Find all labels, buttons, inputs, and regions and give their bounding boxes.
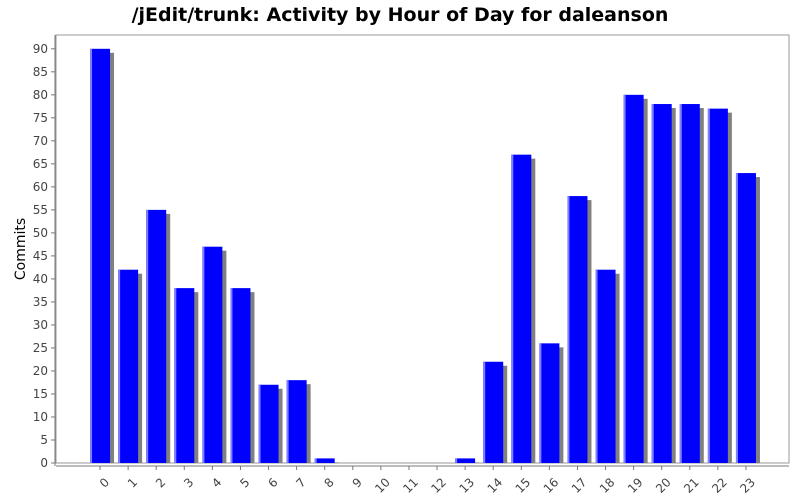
bar-14 xyxy=(483,361,504,463)
bars-layer xyxy=(90,48,760,464)
y-tick-label: 85 xyxy=(33,65,48,79)
x-tick-label: 4 xyxy=(209,475,224,490)
x-tick-label: 19 xyxy=(625,475,646,496)
y-tick-label: 45 xyxy=(33,249,48,263)
y-tick-label: 5 xyxy=(40,433,48,447)
y-tick-label: 15 xyxy=(33,387,48,401)
x-tick-label: 13 xyxy=(456,475,477,496)
bar-highlight-0 xyxy=(90,48,93,463)
x-tick-label: 10 xyxy=(372,475,393,496)
bar-3 xyxy=(174,288,195,463)
bar-highlight-14 xyxy=(483,361,486,463)
bar-2 xyxy=(146,209,167,463)
y-tick-label: 80 xyxy=(33,88,48,102)
x-tick-label: 1 xyxy=(125,475,140,490)
x-tick-label: 8 xyxy=(321,475,336,490)
x-tick-label: 9 xyxy=(350,475,365,490)
bar-21 xyxy=(679,104,700,463)
y-tick-label: 50 xyxy=(33,226,48,240)
x-tick-label: 7 xyxy=(293,475,308,490)
bar-highlight-6 xyxy=(258,384,261,463)
x-tick-label: 0 xyxy=(97,475,112,490)
x-tick-label: 23 xyxy=(737,475,758,496)
bar-highlight-3 xyxy=(174,288,177,463)
bar-5 xyxy=(230,288,251,463)
x-tick-label: 22 xyxy=(709,475,730,496)
y-tick-label: 65 xyxy=(33,157,48,171)
y-axis-label: Commits xyxy=(13,218,29,280)
y-tick-label: 30 xyxy=(33,318,48,332)
bar-highlight-17 xyxy=(567,196,570,464)
x-tick-label: 5 xyxy=(237,475,252,490)
bar-4 xyxy=(202,246,223,463)
bar-6 xyxy=(258,384,279,463)
bar-8 xyxy=(314,458,335,463)
bar-15 xyxy=(511,154,532,463)
y-tick-label: 75 xyxy=(33,111,48,125)
bar-highlight-22 xyxy=(707,108,710,464)
bar-highlight-1 xyxy=(118,269,121,463)
bar-highlight-8 xyxy=(314,458,317,463)
y-tick-label: 40 xyxy=(33,272,48,286)
bar-highlight-4 xyxy=(202,246,205,463)
bar-19 xyxy=(623,94,644,464)
y-tick-label: 55 xyxy=(33,203,48,217)
bar-highlight-15 xyxy=(511,154,514,463)
x-tick-label: 21 xyxy=(681,475,702,496)
bar-23 xyxy=(735,173,756,463)
bar-highlight-13 xyxy=(455,458,458,463)
y-tick-label: 35 xyxy=(33,295,48,309)
bar-20 xyxy=(651,104,672,463)
bar-highlight-16 xyxy=(539,343,542,463)
y-tick-label: 0 xyxy=(40,456,48,470)
bar-highlight-20 xyxy=(651,104,654,463)
x-tick-label: 16 xyxy=(541,475,562,496)
bar-13 xyxy=(455,458,476,463)
bar-18 xyxy=(595,269,616,463)
y-tick-label: 20 xyxy=(33,364,48,378)
x-tick-label: 6 xyxy=(265,475,280,490)
y-tick-label: 90 xyxy=(33,42,48,56)
y-tick-label: 10 xyxy=(33,410,48,424)
bar-22 xyxy=(707,108,728,464)
bar-highlight-23 xyxy=(735,173,738,463)
x-tick-label: 11 xyxy=(400,475,421,496)
bar-highlight-2 xyxy=(146,209,149,463)
x-tick-label: 14 xyxy=(485,475,506,496)
x-tick-label: 3 xyxy=(181,475,196,490)
bar-1 xyxy=(118,269,139,463)
chart-title: /jEdit/trunk: Activity by Hour of Day fo… xyxy=(131,4,669,26)
x-tick-label: 17 xyxy=(569,475,590,496)
x-tick-label: 2 xyxy=(153,475,168,490)
bar-highlight-7 xyxy=(286,380,289,463)
x-tick-label: 18 xyxy=(597,475,618,496)
y-tick-label: 60 xyxy=(33,180,48,194)
bar-16 xyxy=(539,343,560,463)
bar-highlight-21 xyxy=(679,104,682,463)
y-tick-label: 70 xyxy=(33,134,48,148)
bar-17 xyxy=(567,196,588,464)
bar-0 xyxy=(90,48,111,463)
bar-highlight-19 xyxy=(623,94,626,464)
y-tick-label: 25 xyxy=(33,341,48,355)
x-tick-label: 12 xyxy=(428,475,449,496)
bar-highlight-5 xyxy=(230,288,233,463)
bar-highlight-18 xyxy=(595,269,598,463)
bar-7 xyxy=(286,380,307,463)
x-tick-label: 20 xyxy=(653,475,674,496)
x-tick-label: 15 xyxy=(513,475,534,496)
